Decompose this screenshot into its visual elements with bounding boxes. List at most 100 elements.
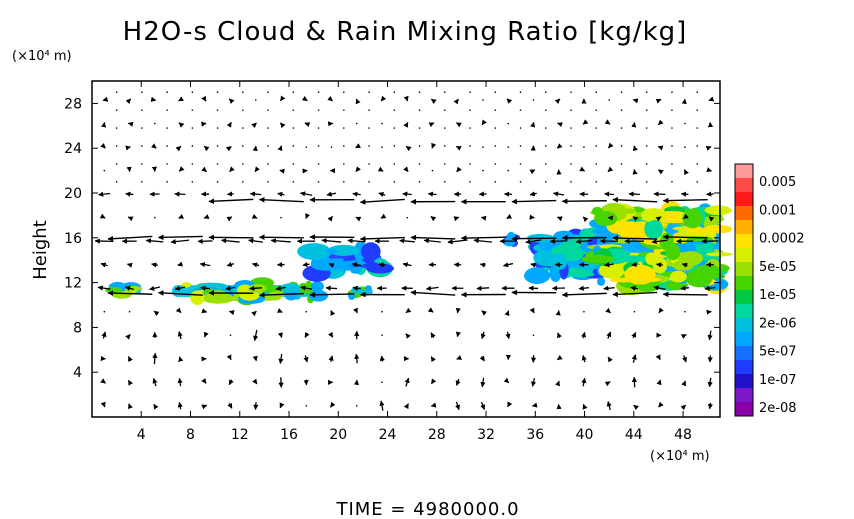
wind-dot xyxy=(343,163,345,165)
jet-vector xyxy=(460,235,506,241)
jet-vector xyxy=(561,291,607,298)
wind-dot xyxy=(103,310,106,313)
cloud-patch xyxy=(198,282,226,288)
cloud-patch xyxy=(310,281,324,292)
wind-vector xyxy=(153,310,160,317)
wind-vector xyxy=(227,402,233,409)
wind-vector xyxy=(355,166,361,172)
wind-vector xyxy=(225,285,236,291)
wind-vector xyxy=(582,403,588,410)
wind-vector xyxy=(556,354,563,361)
wind-dot xyxy=(645,91,648,93)
wind-dot xyxy=(583,146,585,148)
chart-title: H2O-s Cloud & Rain Mixing Ratio [kg/kg] xyxy=(123,17,688,47)
wind-vector xyxy=(329,401,336,408)
wind-vector xyxy=(428,122,435,128)
wind-dot xyxy=(671,163,673,165)
wind-dot xyxy=(166,163,168,165)
wind-dot xyxy=(570,91,572,93)
wind-vector xyxy=(251,310,257,317)
colorbar-segment xyxy=(735,332,753,347)
wind-dot xyxy=(443,127,446,129)
colorbar-label: 0.005 xyxy=(759,175,796,190)
wind-dot xyxy=(494,181,497,183)
wind-vector xyxy=(229,166,235,173)
x-tick-label: 24 xyxy=(379,427,397,443)
wind-vector xyxy=(605,307,611,314)
wind-vector xyxy=(502,262,514,268)
wind-dot xyxy=(443,163,446,165)
wind-vector xyxy=(352,285,361,291)
wind-dot xyxy=(544,109,547,111)
x-tick-label: 40 xyxy=(576,427,594,443)
jet-vector xyxy=(662,291,708,298)
wind-dot xyxy=(267,127,269,129)
cloud-patch xyxy=(181,282,192,288)
wind-vector xyxy=(253,329,259,342)
cloud-patch xyxy=(597,277,606,286)
colorbar-label: 1e-05 xyxy=(759,288,797,303)
wind-vector xyxy=(228,98,235,104)
wind-dot xyxy=(267,163,269,165)
wind-vector xyxy=(301,95,308,102)
wind-vector xyxy=(149,285,161,291)
wind-dot xyxy=(620,91,623,93)
wind-dot xyxy=(406,216,409,219)
wind-dot xyxy=(216,163,219,165)
y-tick-label: 16 xyxy=(64,231,82,247)
cloud-patch xyxy=(524,267,551,285)
wind-vector xyxy=(503,377,510,384)
wind-vector xyxy=(507,401,513,408)
wind-dot xyxy=(191,109,194,111)
wind-dot xyxy=(368,91,370,93)
wind-dot xyxy=(292,145,295,147)
wind-dot xyxy=(696,127,699,129)
wind-dot xyxy=(507,122,510,125)
wind-dot xyxy=(115,163,118,165)
wind-dot xyxy=(684,146,686,148)
wind-dot xyxy=(544,145,547,147)
cloud-patch xyxy=(206,290,229,302)
wind-dot xyxy=(482,99,484,101)
x-tick-label: 12 xyxy=(231,427,249,443)
jet-vector xyxy=(157,234,203,241)
x-tick-label: 44 xyxy=(625,427,643,443)
jet-vector xyxy=(258,234,304,241)
jet-vector xyxy=(208,234,254,241)
wind-dot xyxy=(191,181,194,183)
cloud-patch xyxy=(365,285,372,291)
wind-vector xyxy=(405,145,412,152)
wind-dot xyxy=(620,109,623,111)
wind-vector xyxy=(178,96,184,102)
wind-vector xyxy=(127,121,134,127)
wind-dot xyxy=(696,91,699,93)
wind-vector xyxy=(327,215,334,222)
wind-vector xyxy=(579,166,586,172)
wind-dot xyxy=(595,91,598,93)
wind-vector xyxy=(455,331,461,338)
wind-dot xyxy=(166,181,168,183)
wind-dot xyxy=(292,181,295,183)
cloud-patch xyxy=(553,253,568,270)
wind-dot xyxy=(267,91,269,93)
jet-vector xyxy=(107,235,153,242)
wind-dot xyxy=(595,145,598,147)
wind-vector xyxy=(708,96,715,102)
wind-vector xyxy=(279,122,286,129)
wind-vector xyxy=(581,377,587,387)
cloud-patch xyxy=(308,290,328,302)
y-tick-label: 12 xyxy=(64,276,82,292)
cloud-patch xyxy=(581,255,615,264)
y-axis-label: Height xyxy=(30,220,51,280)
wind-vector xyxy=(277,191,285,197)
cloud-patch xyxy=(503,238,516,247)
wind-vector xyxy=(505,331,511,340)
wind-dot xyxy=(191,163,194,165)
wind-vector xyxy=(377,166,384,172)
wind-dot xyxy=(482,169,484,172)
wind-vector xyxy=(201,95,207,102)
wind-dot xyxy=(141,127,143,129)
wind-vector xyxy=(530,121,536,128)
wind-vector xyxy=(203,214,210,220)
x-tick-label: 4 xyxy=(137,427,146,443)
